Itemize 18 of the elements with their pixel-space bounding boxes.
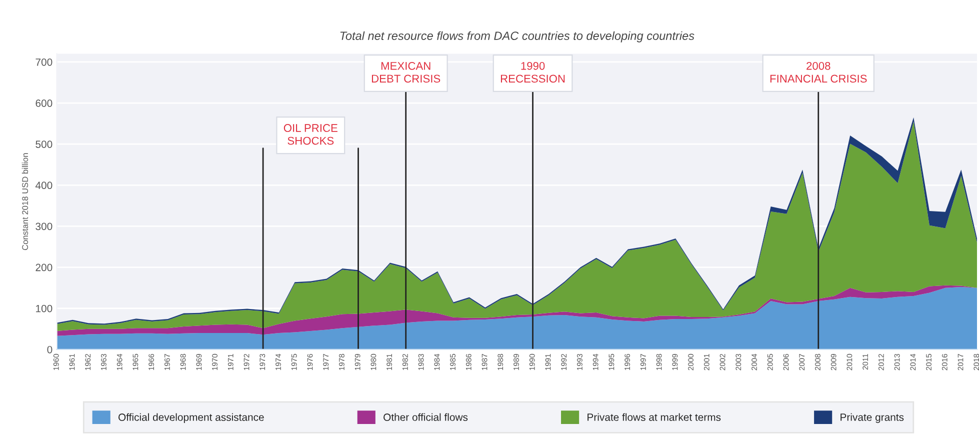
- y-tick-label: 200: [36, 264, 52, 272]
- ref-line-label: 1990 RECESSION: [500, 62, 565, 83]
- y-tick-label: 600: [36, 100, 52, 107]
- ref-line-label: 2008 FINANCIAL CRISIS: [770, 62, 867, 83]
- legend-label: Private grants: [840, 413, 904, 423]
- ref-line-label: OIL PRICE SHOCKS: [284, 124, 338, 145]
- y-axis-title: Constant 2018 USD billion: [22, 153, 28, 250]
- legend-label: Other official flows: [384, 413, 468, 421]
- ref-line-label: MEXICAN DEBT CRISIS: [372, 62, 440, 83]
- legend-label: Private flows at market terms: [588, 413, 721, 421]
- y-tick-label: 100: [36, 304, 52, 312]
- y-tick-label: 300: [36, 222, 52, 230]
- y-tick-label: 0: [47, 346, 52, 354]
- y-tick-label: 400: [35, 182, 52, 190]
- legend-label: Official development assistance: [118, 413, 264, 423]
- chart-title: Total net resource flows from DAC countries to developing countries: [340, 31, 694, 42]
- y-tick-label: 700: [36, 58, 52, 66]
- y-tick-label: 500: [36, 140, 52, 148]
